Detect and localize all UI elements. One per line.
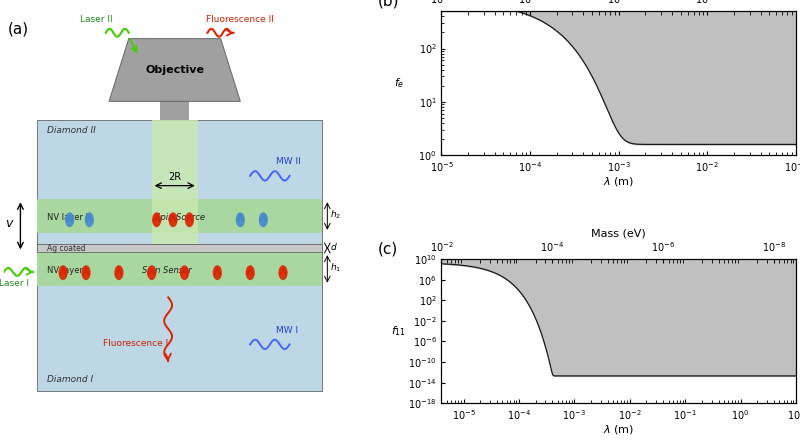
- Bar: [37, 252, 322, 286]
- Text: Spin Source: Spin Source: [155, 213, 205, 222]
- Text: v: v: [6, 217, 13, 230]
- Bar: [37, 120, 322, 244]
- Text: Diamond II: Diamond II: [46, 126, 95, 135]
- Bar: [37, 199, 322, 233]
- Ellipse shape: [246, 265, 254, 280]
- Ellipse shape: [185, 212, 194, 227]
- Text: Spin Sensor: Spin Sensor: [142, 266, 192, 275]
- Ellipse shape: [258, 212, 268, 227]
- Text: (a): (a): [7, 21, 29, 36]
- Text: 2R: 2R: [168, 172, 182, 182]
- Text: Ag coated: Ag coated: [46, 244, 86, 253]
- Text: Diamond I: Diamond I: [46, 375, 93, 383]
- Ellipse shape: [82, 265, 90, 280]
- Text: NV layer II: NV layer II: [46, 213, 90, 222]
- Y-axis label: $f_e$: $f_e$: [394, 76, 404, 90]
- Ellipse shape: [85, 212, 94, 227]
- Text: Fluorescence II: Fluorescence II: [206, 15, 274, 24]
- Y-axis label: $f_{11}$: $f_{11}$: [391, 324, 406, 338]
- Ellipse shape: [114, 265, 123, 280]
- Polygon shape: [109, 39, 240, 101]
- Ellipse shape: [213, 265, 222, 280]
- Text: (c): (c): [378, 241, 398, 256]
- X-axis label: Mass (eV): Mass (eV): [591, 228, 646, 238]
- Bar: [37, 238, 322, 392]
- Ellipse shape: [169, 212, 178, 227]
- Text: MW I: MW I: [277, 326, 298, 335]
- Text: $h_2$: $h_2$: [330, 209, 341, 221]
- Bar: [37, 244, 322, 252]
- Ellipse shape: [236, 212, 245, 227]
- Text: Fluorescence I: Fluorescence I: [102, 340, 168, 349]
- Text: $h_1$: $h_1$: [330, 262, 341, 274]
- Ellipse shape: [152, 212, 162, 227]
- X-axis label: $\lambda$ (m): $\lambda$ (m): [603, 175, 634, 188]
- Ellipse shape: [65, 212, 74, 227]
- Text: NV layer I: NV layer I: [46, 266, 88, 275]
- Ellipse shape: [278, 265, 288, 280]
- X-axis label: $\lambda$ (m): $\lambda$ (m): [603, 423, 634, 436]
- Ellipse shape: [147, 265, 156, 280]
- Bar: [160, 100, 190, 120]
- Ellipse shape: [180, 265, 189, 280]
- Text: Objective: Objective: [145, 65, 204, 75]
- Ellipse shape: [58, 265, 68, 280]
- Text: MW II: MW II: [277, 157, 301, 166]
- Text: (b): (b): [378, 0, 399, 9]
- Text: Laser II: Laser II: [79, 15, 112, 24]
- Bar: [152, 120, 198, 244]
- Text: $d$: $d$: [330, 241, 338, 251]
- Text: Laser I: Laser I: [0, 279, 29, 288]
